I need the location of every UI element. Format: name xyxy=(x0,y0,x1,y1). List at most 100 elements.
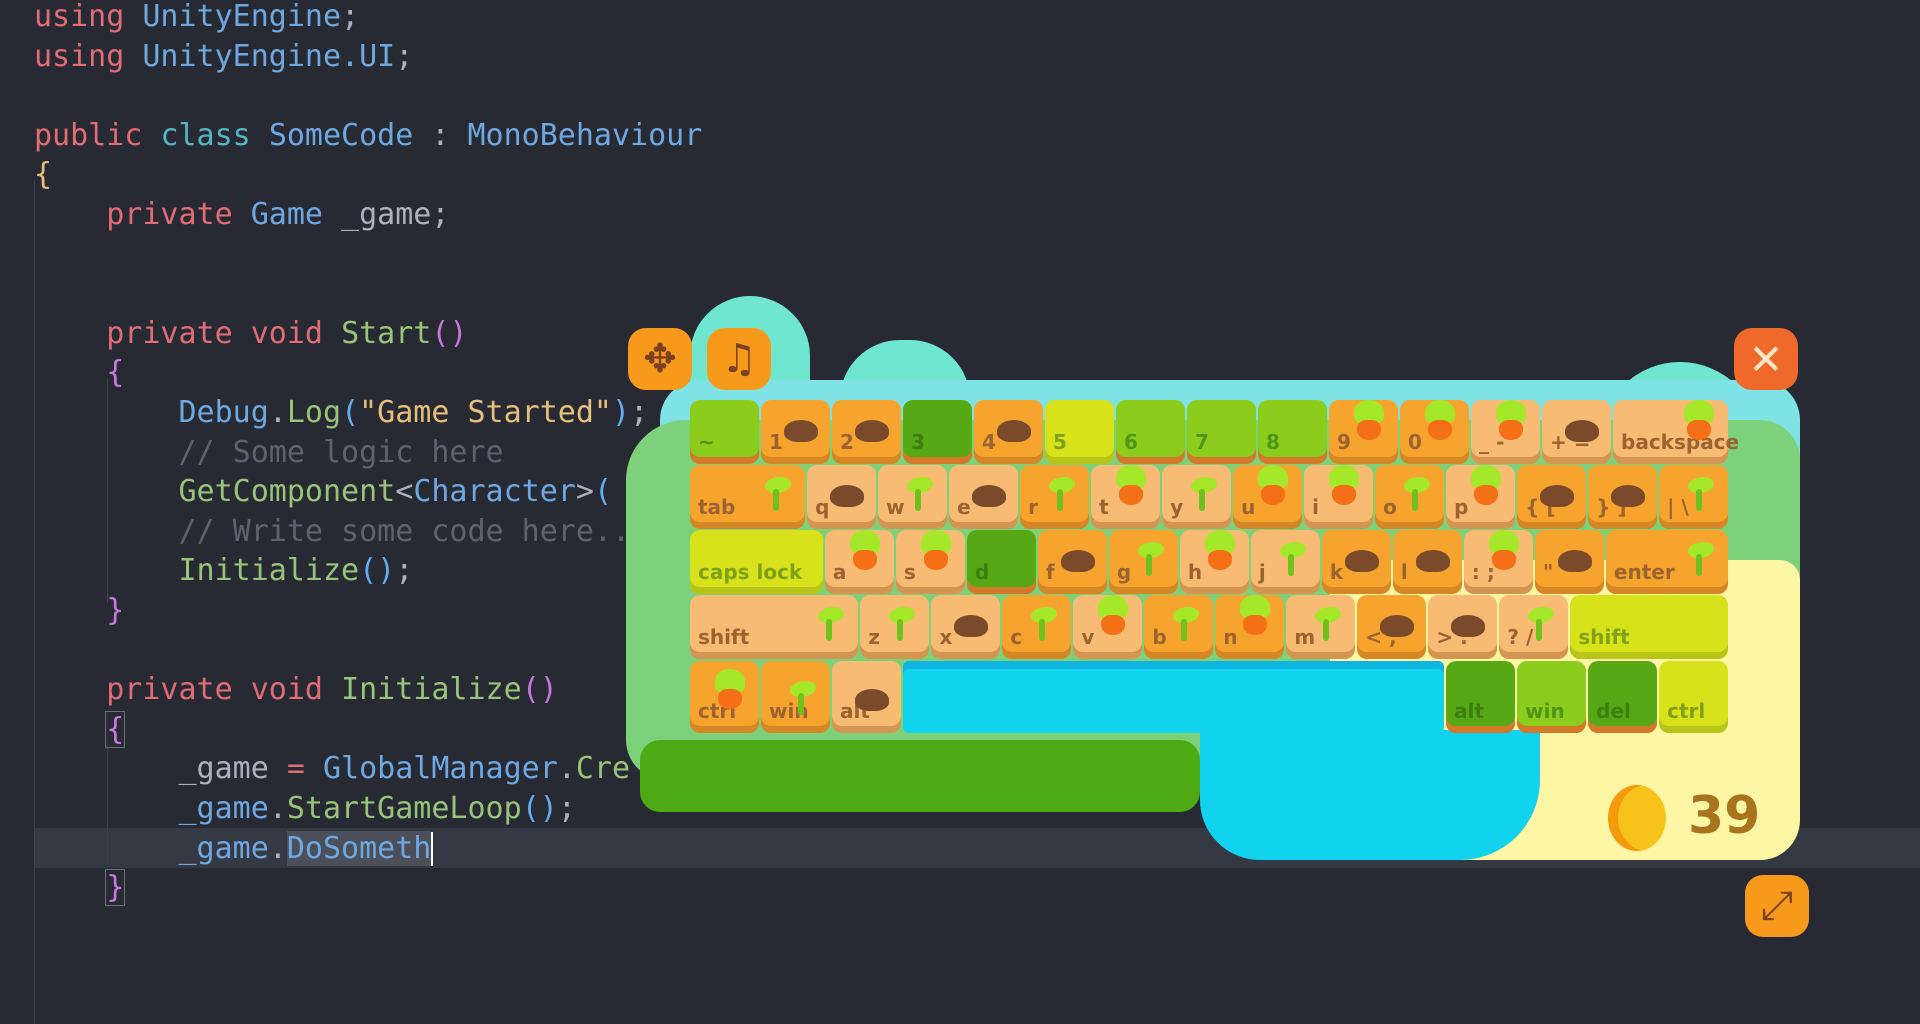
key-win[interactable]: win xyxy=(761,661,830,733)
mole-icon xyxy=(1060,550,1095,572)
key-7[interactable]: 7 xyxy=(1187,400,1256,464)
code-token: // Write some code here... xyxy=(178,513,649,549)
code-line[interactable]: { xyxy=(34,710,126,750)
key-m[interactable]: m xyxy=(1286,595,1356,659)
key-4[interactable]: 4 xyxy=(974,400,1043,464)
key-r[interactable]: r xyxy=(1020,465,1090,529)
key-5[interactable]: 5 xyxy=(1045,400,1114,464)
key-label: 3 xyxy=(911,430,925,454)
key-x[interactable]: x xyxy=(931,595,1001,659)
code-token xyxy=(124,39,142,74)
code-line[interactable]: using UnityEngine.UI; xyxy=(34,37,413,77)
key-g[interactable]: g xyxy=(1108,530,1178,594)
key-t[interactable]: t xyxy=(1091,465,1161,529)
key-caps-lock[interactable]: caps lock xyxy=(690,530,823,594)
key-h[interactable]: h xyxy=(1179,530,1249,594)
key-n[interactable]: n xyxy=(1215,595,1285,659)
key-"-'[interactable]: " ' xyxy=(1534,530,1604,594)
key-e[interactable]: e xyxy=(949,465,1019,529)
key-8[interactable]: 8 xyxy=(1258,400,1327,464)
key-j[interactable]: j xyxy=(1250,530,1320,594)
code-line[interactable]: private Game _game; xyxy=(34,195,449,235)
key-o[interactable]: o xyxy=(1375,465,1445,529)
key-0[interactable]: 0 xyxy=(1400,400,1469,464)
key-backspace[interactable]: backspace xyxy=(1613,400,1739,464)
code-line[interactable]: private void Start() xyxy=(34,314,468,354)
sprout-icon xyxy=(1134,542,1164,576)
key-?-/[interactable]: ? / xyxy=(1499,595,1569,659)
code-line[interactable]: _game.StartGameLoop(); xyxy=(34,789,576,829)
key-b[interactable]: b xyxy=(1144,595,1214,659)
key-v[interactable]: v xyxy=(1073,595,1143,659)
key-y[interactable]: y xyxy=(1162,465,1232,529)
key-{-[[interactable]: { [ xyxy=(1517,465,1587,529)
key-shift[interactable]: shift xyxy=(690,595,859,659)
key-:-;[interactable]: : ; xyxy=(1463,530,1533,594)
code-line[interactable]: private void Initialize() xyxy=(34,670,558,710)
key-ctrl[interactable]: ctrl xyxy=(1659,661,1729,733)
code-token: () xyxy=(431,315,468,351)
key-w[interactable]: w xyxy=(878,465,948,529)
code-line[interactable]: _game = GlobalManager.Cre xyxy=(34,749,631,789)
key-_--[interactable]: _ - xyxy=(1471,400,1540,464)
key-6[interactable]: 6 xyxy=(1116,400,1185,464)
music-button[interactable]: ♫ xyxy=(707,328,771,390)
close-button[interactable]: ✕ xyxy=(1734,328,1798,390)
key-~[interactable]: ~ xyxy=(690,400,759,464)
pond-spacebar[interactable] xyxy=(903,661,1445,733)
key-2[interactable]: 2 xyxy=(832,400,901,464)
key-ctrl[interactable]: ctrl xyxy=(690,661,759,733)
code-line[interactable]: _game.DoSometh xyxy=(34,829,434,869)
key-3[interactable]: 3 xyxy=(903,400,972,464)
key-}-][interactable]: } ] xyxy=(1588,465,1658,529)
key-c[interactable]: c xyxy=(1002,595,1072,659)
key-i[interactable]: i xyxy=(1304,465,1374,529)
key-label: i xyxy=(1312,495,1319,519)
code-line[interactable]: Debug.Log("Game Started"); xyxy=(34,393,649,433)
key-win[interactable]: win xyxy=(1517,661,1587,733)
code-line[interactable]: } xyxy=(34,591,124,631)
code-line[interactable]: // Some logic here xyxy=(34,433,504,473)
key-9[interactable]: 9 xyxy=(1329,400,1398,464)
key-del[interactable]: del xyxy=(1588,661,1658,733)
key-shift[interactable]: shift xyxy=(1570,595,1729,659)
key-u[interactable]: u xyxy=(1233,465,1303,529)
key-a[interactable]: a xyxy=(824,530,894,594)
key-f[interactable]: f xyxy=(1037,530,1107,594)
key-p[interactable]: p xyxy=(1446,465,1516,529)
key-z[interactable]: z xyxy=(860,595,930,659)
code-token: UnityEngine xyxy=(142,0,342,34)
expand-button[interactable]: ⤢ xyxy=(1745,875,1809,937)
key-s[interactable]: s xyxy=(895,530,965,594)
code-line[interactable]: { xyxy=(34,353,124,393)
sprout-icon xyxy=(1400,477,1431,511)
code-token: _game xyxy=(178,791,269,826)
key-alt[interactable]: alt xyxy=(832,661,901,733)
key-+-=[interactable]: + = xyxy=(1542,400,1611,464)
code-line[interactable]: { xyxy=(34,155,52,195)
move-button[interactable]: ✥ xyxy=(628,328,692,390)
key-label: t xyxy=(1099,495,1109,519)
code-line[interactable]: public class SomeCode : MonoBehaviour xyxy=(34,116,702,156)
key-<-,[interactable]: < , xyxy=(1357,595,1427,659)
key-d[interactable]: d xyxy=(966,530,1036,594)
key-enter[interactable]: enter xyxy=(1605,530,1729,594)
key-label: o xyxy=(1383,495,1397,519)
code-line[interactable]: } xyxy=(34,868,126,908)
carrot-icon xyxy=(1327,465,1361,509)
code-line[interactable]: // Write some code here... xyxy=(34,512,649,552)
key->-.[interactable]: > . xyxy=(1428,595,1498,659)
mole-icon xyxy=(855,420,889,442)
key-q[interactable]: q xyxy=(807,465,877,529)
key-alt[interactable]: alt xyxy=(1446,661,1516,733)
key-label: w xyxy=(886,495,905,519)
code-line[interactable]: GetComponent<Character>( xyxy=(34,472,613,512)
key-tab[interactable]: tab xyxy=(690,465,806,529)
key-l[interactable]: l xyxy=(1392,530,1462,594)
key-k[interactable]: k xyxy=(1321,530,1391,594)
code-token: private xyxy=(106,672,233,708)
code-line[interactable]: using UnityEngine; xyxy=(34,0,359,37)
key-1[interactable]: 1 xyxy=(761,400,830,464)
key-|-\[interactable]: | \ xyxy=(1659,465,1729,529)
code-line[interactable]: Initialize(); xyxy=(34,551,414,591)
